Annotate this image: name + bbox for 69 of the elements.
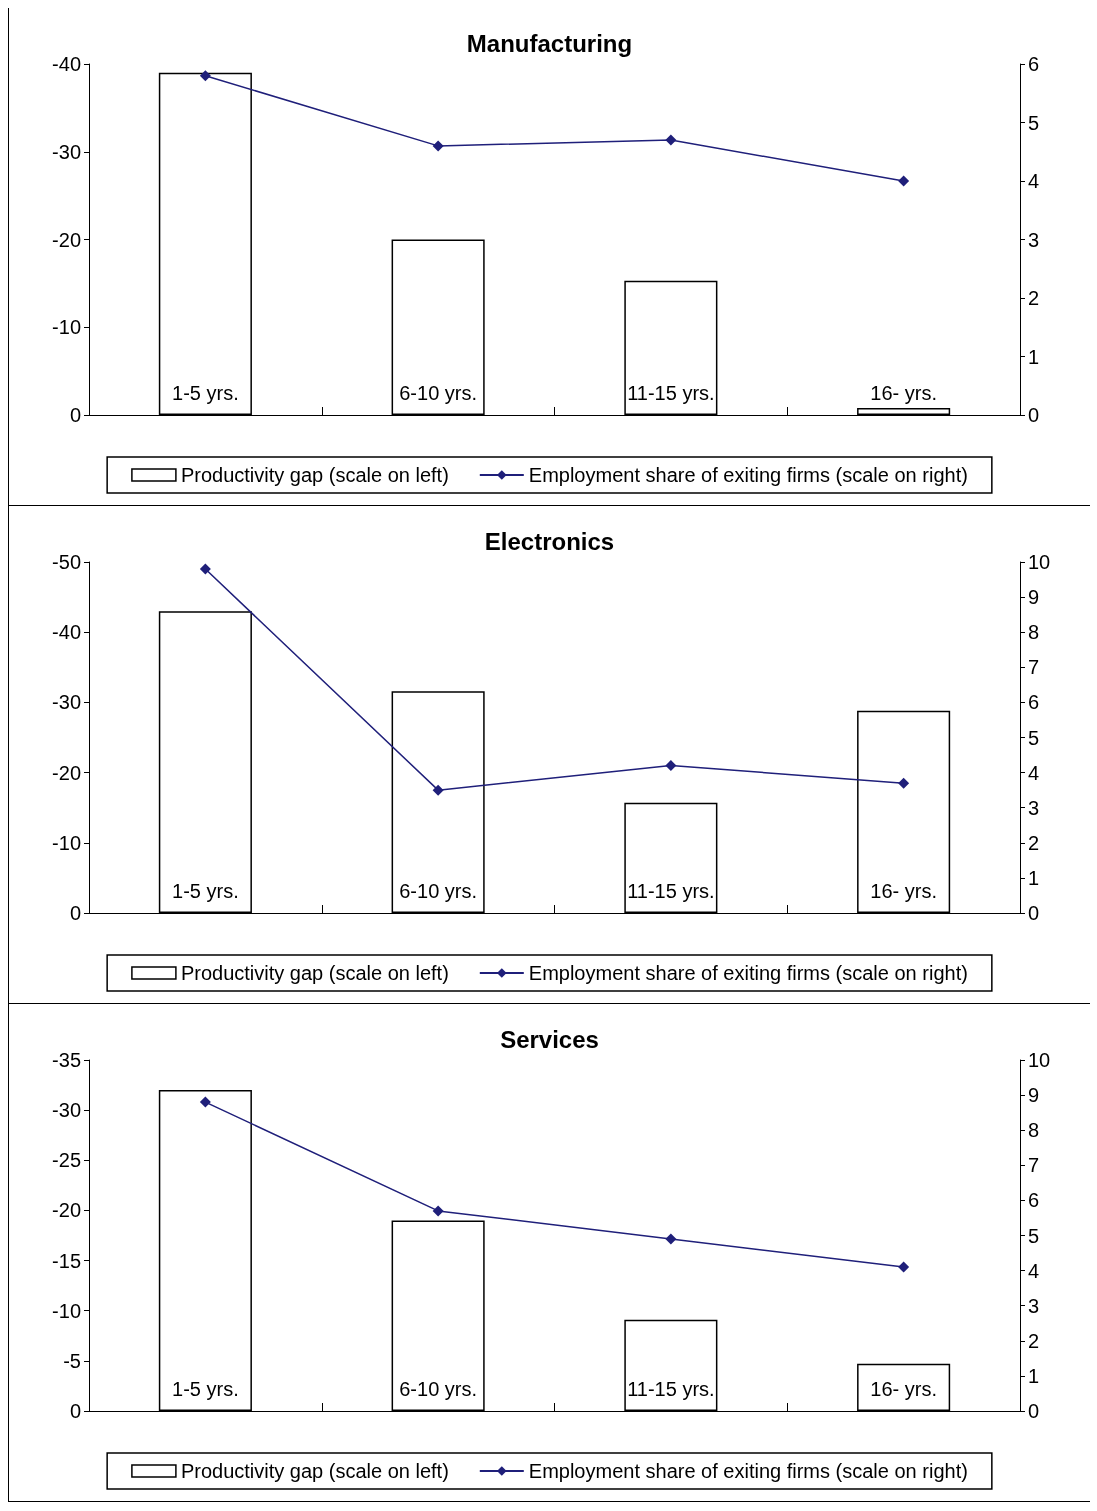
y2-tick-label: 2 (1028, 1329, 1040, 1352)
y-tick-label: -10 (52, 831, 81, 854)
x-tick-label: 16- yrs. (870, 382, 937, 404)
x-tick-label: 11-15 yrs. (627, 382, 715, 404)
x-tick-label: 16- yrs. (870, 1378, 937, 1400)
y-tick-label: -20 (52, 761, 81, 784)
y-tick-label: -15 (52, 1249, 81, 1272)
y2-tick-label: 6 (1028, 1189, 1040, 1212)
y-tick-label: -30 (52, 140, 81, 163)
y2-tick-label: 8 (1028, 1119, 1040, 1142)
legend-label: Employment share of exiting firms (scale on right) (528, 1460, 968, 1482)
x-tick-label: 16- yrs. (870, 880, 937, 902)
y2-tick-label: 3 (1028, 796, 1040, 819)
y2-tick-label: 6 (1028, 691, 1040, 714)
y-tick-label: -35 (52, 1049, 81, 1071)
legend-label: Employment share of exiting firms (scale on right) (528, 962, 968, 984)
y-tick-label: -20 (52, 228, 81, 251)
y-tick-label: -10 (52, 1299, 81, 1322)
legend-label: Employment share of exiting firms (scale on right) (528, 464, 968, 486)
y-tick-label: -30 (52, 1099, 81, 1122)
y2-tick-label: 2 (1028, 831, 1040, 854)
y2-tick-label: 6 (1028, 53, 1040, 75)
y2-tick-label: 5 (1028, 1224, 1040, 1247)
x-tick-label: 11-15 yrs. (627, 880, 715, 902)
y2-tick-label: 3 (1028, 228, 1040, 251)
x-tick-label: 6-10 yrs. (399, 1378, 478, 1400)
y2-tick-label: 1 (1028, 345, 1040, 368)
y-tick-label: 0 (69, 404, 81, 426)
y2-tick-label: 10 (1028, 1049, 1051, 1071)
y2-tick-label: 2 (1028, 287, 1040, 309)
y2-tick-label: 9 (1028, 1084, 1040, 1107)
y2-tick-label: 0 (1028, 1400, 1040, 1422)
x-tick-label: 1-5 yrs. (172, 880, 239, 902)
y-tick-label: -25 (52, 1149, 81, 1172)
x-tick-label: 1-5 yrs. (172, 1378, 239, 1400)
x-tick-label: 11-15 yrs. (627, 1378, 715, 1400)
y-tick-label: -20 (52, 1199, 81, 1222)
x-tick-label: 6-10 yrs. (399, 880, 478, 902)
y2-tick-label: 0 (1028, 404, 1040, 426)
y-tick-label: -5 (63, 1349, 81, 1372)
legend-label: Productivity gap (scale on left) (180, 1460, 449, 1482)
y2-tick-label: 7 (1028, 1154, 1040, 1177)
y2-tick-label: 9 (1028, 586, 1040, 609)
legend-label: Productivity gap (scale on left) (180, 962, 449, 984)
y2-tick-label: 8 (1028, 621, 1040, 644)
y2-tick-label: 0 (1028, 902, 1040, 924)
y-tick-label: -40 (52, 621, 81, 644)
y2-tick-label: 1 (1028, 1364, 1040, 1387)
y2-tick-label: 4 (1028, 761, 1040, 784)
y-tick-label: -50 (52, 551, 81, 573)
y-tick-label: -10 (52, 316, 81, 339)
y2-tick-label: 1 (1028, 866, 1040, 889)
y2-tick-label: 5 (1028, 111, 1040, 134)
y2-tick-label: 5 (1028, 726, 1040, 749)
y2-tick-label: 4 (1028, 1259, 1040, 1282)
y2-tick-label: 4 (1028, 170, 1040, 192)
chart-title: Services (500, 1025, 599, 1053)
y2-tick-label: 10 (1028, 551, 1051, 573)
y2-tick-label: 7 (1028, 656, 1040, 679)
x-tick-label: 1-5 yrs. (172, 382, 239, 404)
chart-title: Electronics (484, 527, 615, 555)
legend-label: Productivity gap (scale on left) (180, 464, 449, 486)
y-tick-label: -40 (52, 53, 81, 75)
y-tick-label: 0 (69, 902, 81, 924)
x-tick-label: 6-10 yrs. (399, 382, 478, 404)
chart-title: Manufacturing (466, 29, 633, 57)
y2-tick-label: 3 (1028, 1294, 1040, 1317)
y-tick-label: -30 (52, 691, 81, 714)
y-tick-label: 0 (69, 1400, 81, 1422)
